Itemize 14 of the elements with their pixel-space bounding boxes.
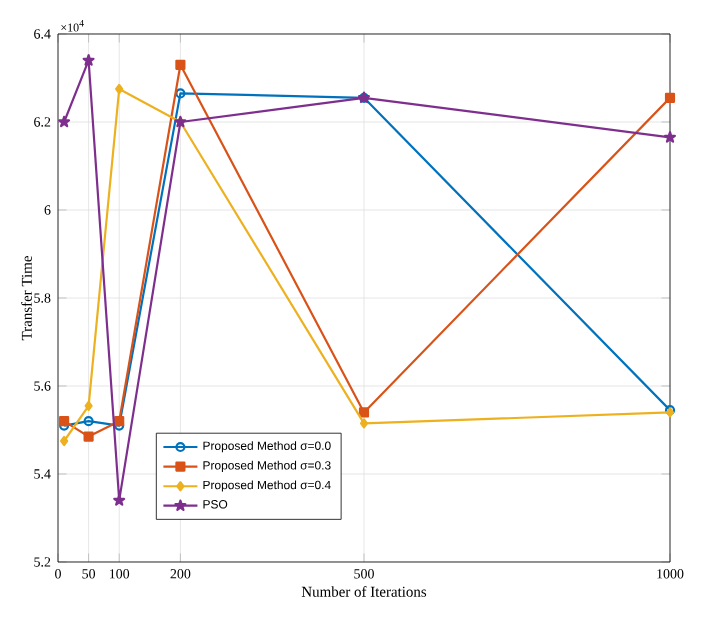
point [83, 431, 94, 442]
point [60, 435, 69, 447]
point [83, 416, 94, 427]
point [175, 88, 186, 99]
point [359, 418, 369, 429]
point [663, 131, 677, 143]
point [115, 83, 124, 95]
point [82, 54, 95, 66]
point [664, 92, 676, 103]
point [175, 59, 186, 70]
point [113, 494, 126, 506]
point [84, 400, 93, 411]
point [58, 115, 71, 128]
point [358, 407, 370, 418]
